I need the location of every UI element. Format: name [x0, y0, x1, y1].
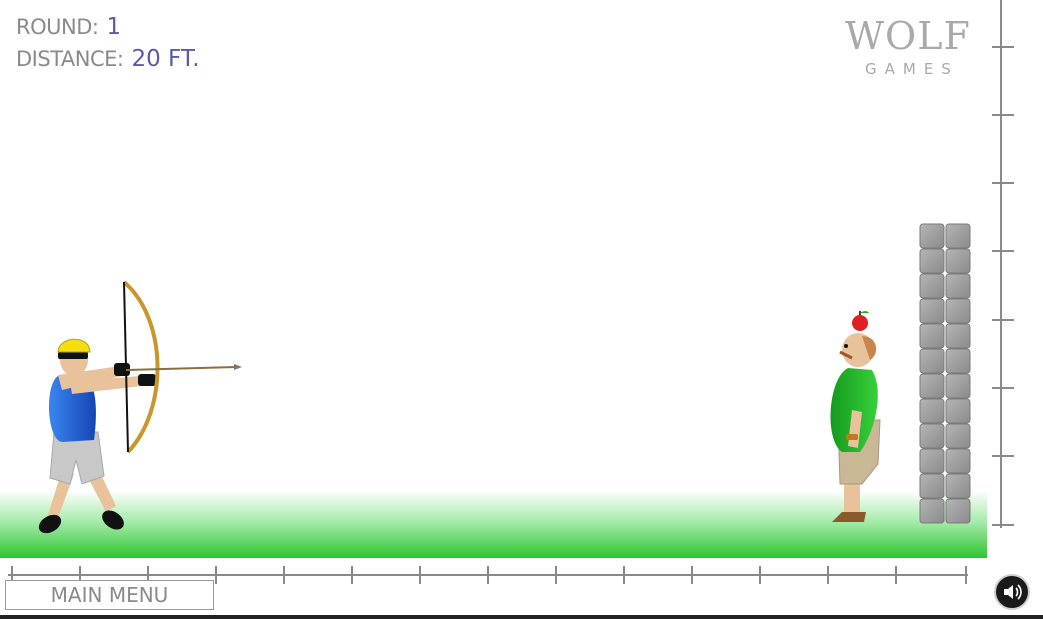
wolf-games-logo: WOLF GAMES: [845, 14, 985, 78]
hard-hat-icon: [57, 338, 91, 353]
distance-ruler: [8, 566, 968, 584]
logo-word: WOLF: [845, 14, 971, 58]
round-row: ROUND: 1: [16, 14, 200, 46]
distance-label: DISTANCE:: [16, 47, 124, 71]
sound-toggle-button[interactable]: [994, 574, 1030, 610]
main-menu-button[interactable]: MAIN MENU: [5, 580, 214, 610]
bottom-border: [0, 615, 1043, 619]
round-value: 1: [106, 14, 122, 40]
distance-value: 20 FT.: [131, 46, 200, 72]
hud-panel: ROUND: 1 DISTANCE: 20 FT.: [16, 14, 200, 78]
archer-character: [38, 280, 242, 534]
speaker-icon: [1004, 584, 1022, 600]
bow-icon: [122, 280, 160, 454]
logo-subtitle: GAMES: [865, 60, 959, 78]
round-label: ROUND:: [16, 15, 99, 39]
distance-row: DISTANCE: 20 FT.: [16, 46, 200, 78]
stone-wall: [919, 223, 971, 524]
arrow-icon: [125, 364, 242, 371]
height-ruler: [992, 0, 1014, 528]
target-character: [830, 311, 881, 522]
apple-icon: [852, 315, 868, 331]
grass-ground: [0, 490, 987, 558]
